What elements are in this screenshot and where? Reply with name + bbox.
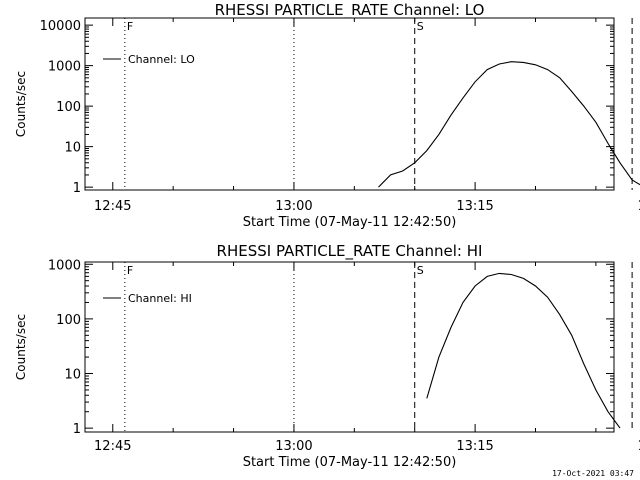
- panel-1-y-tick-label: 1: [73, 181, 81, 196]
- panel-2-x-tick-label: 12:45: [94, 439, 131, 454]
- panel-1-x-tick-label: 13:00: [275, 199, 312, 214]
- panel-2-marker-label: F: [127, 264, 133, 277]
- panel-2-x-tick-label: 13:30: [638, 439, 640, 454]
- panel-2-x-axis-label: Start Time (07-May-11 12:42:50): [243, 455, 457, 470]
- panel-2-y-tick-label: 1000: [48, 258, 81, 273]
- panel-2-y-axis-label: Counts/sec: [14, 314, 28, 380]
- panel-1-x-axis-label: Start Time (07-May-11 12:42:50): [243, 215, 457, 230]
- panel-1-legend-label: Channel: LO: [128, 53, 195, 66]
- panel-1-y-tick-label: 1000: [48, 60, 81, 75]
- panel-1-y-tick-label: 10000: [40, 19, 81, 34]
- panel-1-y-axis-label: Counts/sec: [14, 71, 28, 137]
- panel-1-x-tick-label: 12:45: [94, 199, 131, 214]
- panel-2-plot-frame: [84, 261, 615, 433]
- panel-2-chart-title: RHESSI PARTICLE_RATE Channel: HI: [217, 242, 483, 261]
- panel-1-x-tick-label: 13:15: [456, 199, 493, 214]
- panel-2-series-line: [426, 272, 621, 429]
- panel-1-series-line: [378, 61, 640, 188]
- panel-1-chart-title: RHESSI PARTICLE_RATE Channel: LO: [215, 1, 485, 20]
- panel-1-y-tick-label: 10: [64, 141, 81, 156]
- panel-1-marker-label: S: [417, 20, 424, 33]
- panel-1-x-tick-label: 13:30: [638, 199, 640, 214]
- panel-2-marker-label: S: [417, 264, 424, 277]
- timestamp: 17-Oct-2021 03:47: [552, 469, 634, 478]
- panel-2-x-tick-label: 13:15: [456, 439, 493, 454]
- panel-2-y-tick-label: 10: [64, 368, 81, 383]
- panel-2-y-tick-label: 100: [56, 313, 81, 328]
- panel-1-plot-frame: [84, 17, 615, 191]
- panel-1-marker-label: F: [127, 20, 133, 33]
- panel-1-y-tick-label: 100: [56, 100, 81, 115]
- panel-2-legend-label: Channel: HI: [128, 292, 192, 305]
- panel-2-x-tick-label: 13:00: [275, 439, 312, 454]
- panel-2-y-tick-label: 1: [73, 422, 81, 437]
